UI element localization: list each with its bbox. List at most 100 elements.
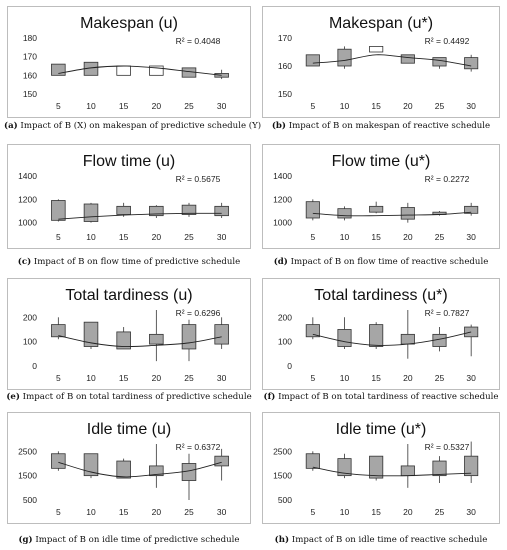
chart-1-panel: Makespan (u*) 150 160 170 5 10 15 20 25 30 R² = 0.…: [262, 6, 500, 118]
chart-3-xtick: 5: [310, 232, 315, 242]
chart-0-xtick: 20: [152, 101, 162, 111]
chart-6-caption: (g) Impact of B on idle time of predicti…: [4, 535, 254, 545]
chart-0-caption-text: Impact of B (X) on makespan of predictiv…: [17, 121, 262, 131]
chart-1-caption-label: (b): [271, 121, 286, 131]
chart-4-panel: Total tardiness (u) 0 100 200 5 10 15 20 25 30 R² …: [7, 278, 251, 390]
chart-1-box: [369, 46, 384, 53]
chart-5-xtick: 10: [340, 373, 350, 383]
chart-5-title: Total tardiness (u*): [314, 287, 447, 304]
chart-4-xtick: 20: [152, 373, 162, 383]
chart-4-box: [181, 324, 197, 350]
chart-2-caption-label: (c): [17, 257, 32, 267]
chart-4-box: [83, 321, 99, 347]
chart-1-xtick: 15: [371, 101, 381, 111]
chart-4-caption-text: Impact of B on total tardiness of predic…: [19, 392, 252, 402]
chart-2-xtick: 10: [86, 232, 96, 242]
chart-1-box: [464, 57, 479, 70]
chart-3-ytick: 1200: [273, 194, 292, 204]
chart-4-ytick: 200: [23, 312, 37, 322]
chart-2-title: Flow time (u): [83, 153, 175, 170]
chart-3-xtick: 25: [435, 232, 445, 242]
chart-4-xtick: 5: [56, 373, 61, 383]
chart-2-ytick: 1000: [18, 218, 37, 228]
chart-7-ytick: 1500: [273, 471, 292, 481]
chart-5-svg: Total tardiness (u*) 0 100 200 5 10 15 20 25 30 R²…: [278, 287, 479, 383]
chart-3-caption-text: Impact of B on flow time of reactive sch…: [287, 257, 489, 267]
chart-6-box: [51, 453, 66, 469]
chart-6-xtick: 5: [56, 507, 61, 517]
chart-7-ytick: 2500: [273, 446, 292, 456]
chart-0-xtick: 25: [184, 101, 194, 111]
chart-0-ytick: 170: [23, 52, 37, 62]
chart-5-xtick: 20: [403, 373, 413, 383]
chart-0-ytick: 160: [23, 70, 37, 80]
chart-0-panel: Makespan (u) 150 160 170 180 5 10 15 20 25 30 R² = …: [7, 6, 251, 118]
chart-1-ytick: 150: [278, 89, 292, 99]
chart-3-box: [400, 207, 415, 220]
chart-6-xtick: 30: [217, 507, 227, 517]
chart-6-xtick: 25: [184, 507, 194, 517]
chart-2-trendline: [58, 212, 222, 220]
chart-7-box: [369, 455, 384, 479]
chart-3-panel: Flow time (u*) 1000 1200 1400 5 10 15 20 25 30 R² …: [262, 144, 500, 249]
chart-1-caption-text: Impact of B on makespan of reactive sche…: [286, 121, 491, 131]
chart-4-box: [149, 333, 164, 345]
chart-4-caption-label: (e): [6, 392, 20, 402]
chart-4-box: [51, 324, 66, 338]
chart-7-panel: Idle time (u*) 500 1500 2500 5 10 15 20 25 30 R² =…: [262, 412, 500, 524]
chart-5-ytick: 100: [278, 337, 292, 347]
chart-3-caption-label: (d): [273, 257, 288, 267]
chart-1-trendline: [312, 54, 472, 67]
chart-0-r2-label: R² = 0.4048: [176, 36, 221, 46]
chart-2-caption-text: Impact of B on flow time of predictive s…: [31, 257, 241, 267]
chart-2-box: [214, 205, 229, 217]
chart-1-box: [337, 48, 352, 67]
chart-4-trendline: [58, 335, 222, 348]
chart-5-caption: (f) Impact of B on total tardiness of re…: [256, 392, 506, 402]
chart-3-xtick: 30: [466, 232, 476, 242]
chart-7-caption-label: (h): [274, 535, 290, 545]
chart-4-r2-label: R² = 0.6296: [176, 308, 221, 318]
chart-5-box: [337, 329, 352, 347]
chart-3-xtick: 15: [371, 232, 381, 242]
chart-4-ytick: 100: [23, 337, 37, 347]
chart-0-xtick: 10: [86, 101, 96, 111]
chart-1-xtick: 30: [466, 101, 476, 111]
chart-4-title: Total tardiness (u): [65, 287, 192, 304]
chart-5-box: [305, 324, 320, 338]
chart-6-box: [116, 460, 131, 479]
chart-2-r2-label: R² = 0.5675: [176, 174, 221, 184]
chart-5-panel: Total tardiness (u*) 0 100 200 5 10 15 20 25 30 R²…: [262, 278, 500, 390]
chart-1-box: [432, 57, 447, 67]
chart-0-box: [51, 63, 66, 76]
chart-7-caption-text: Impact of B on idle time of reactive sch…: [289, 535, 488, 545]
chart-0-svg: Makespan (u) 150 160 170 180 5 10 15 20 25 30 R² = …: [23, 15, 229, 111]
chart-3-trendline: [312, 211, 472, 217]
chart-0-caption-label: (a): [4, 121, 18, 131]
chart-6-xtick: 10: [86, 507, 96, 517]
chart-7-caption: (h) Impact of B on idle time of reactive…: [256, 535, 506, 545]
chart-6-panel: Idle time (u) 500 1500 2500 5 10 15 20 25 30 R² = …: [7, 412, 251, 524]
chart-6-caption-label: (g): [18, 535, 33, 545]
chart-0-ytick: 150: [23, 89, 37, 99]
chart-7-xtick: 15: [371, 507, 381, 517]
chart-6-caption-text: Impact of B on idle time of predictive s…: [32, 535, 240, 545]
chart-5-xtick: 25: [435, 373, 445, 383]
chart-1-box: [305, 54, 320, 67]
chart-3-box: [464, 205, 479, 214]
chart-2-caption: (c) Impact of B on flow time of predicti…: [4, 257, 254, 267]
chart-7-xtick: 10: [340, 507, 350, 517]
chart-3-caption: (d) Impact of B on flow time of reactive…: [256, 257, 506, 267]
chart-7-box: [432, 460, 447, 477]
chart-1-xtick: 5: [310, 101, 315, 111]
chart-1-svg: Makespan (u*) 150 160 170 5 10 15 20 25 30 R² = 0.…: [278, 15, 479, 111]
chart-0-xtick: 30: [217, 101, 227, 111]
chart-7-title: Idle time (u*): [336, 421, 427, 438]
chart-5-ytick: 200: [278, 312, 292, 322]
chart-4-xtick: 15: [119, 373, 129, 383]
chart-1-title: Makespan (u*): [329, 15, 433, 32]
chart-4-xtick: 25: [184, 373, 194, 383]
chart-1-ytick: 160: [278, 61, 292, 71]
chart-3-title: Flow time (u*): [332, 153, 431, 170]
chart-0-caption: (a) Impact of B (X) on makespan of predi…: [4, 121, 261, 131]
